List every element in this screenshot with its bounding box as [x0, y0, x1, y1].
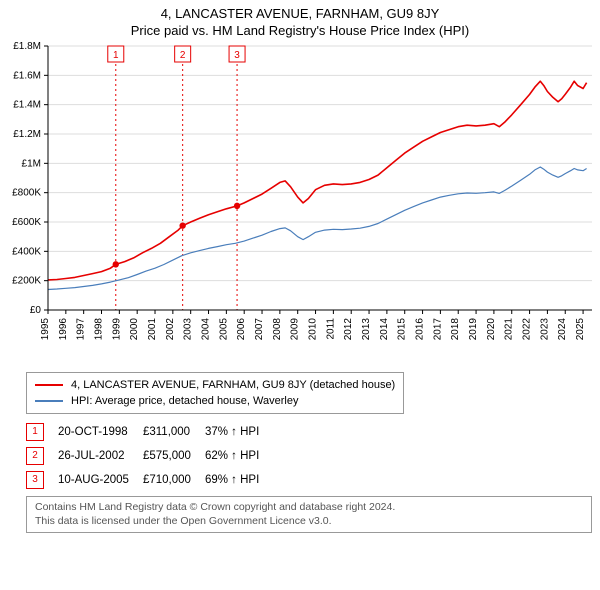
datapoint-price: £575,000	[143, 444, 205, 468]
svg-text:2022: 2022	[522, 318, 533, 341]
svg-text:£1.4M: £1.4M	[13, 100, 41, 111]
legend-swatch	[35, 384, 63, 386]
svg-text:2013: 2013	[361, 318, 372, 341]
legend-swatch	[35, 400, 63, 402]
chart-svg: 1 2 3 £0 £200K £400K £600K £800K £1M £1.2M £1.4M £1…	[0, 38, 600, 368]
svg-text:1: 1	[113, 50, 119, 61]
svg-text:1999: 1999	[111, 318, 122, 341]
legend-item: HPI: Average price, detached house, Wave…	[35, 393, 395, 409]
svg-text:£1.2M: £1.2M	[13, 129, 41, 140]
svg-text:£1.8M: £1.8M	[13, 41, 41, 52]
svg-text:£1M: £1M	[22, 158, 41, 169]
svg-text:2011: 2011	[325, 318, 336, 340]
table-row: 3 10-AUG-2005£710,00069% ↑ HPI	[26, 468, 273, 492]
table-row: 2 26-JUL-2002£575,00062% ↑ HPI	[26, 444, 273, 468]
legend-label: 4, LANCASTER AVENUE, FARNHAM, GU9 8JY (d…	[71, 377, 395, 393]
svg-text:£1.6M: £1.6M	[13, 70, 41, 81]
svg-text:2: 2	[180, 50, 186, 61]
svg-text:1996: 1996	[58, 318, 69, 341]
datapoint-delta: 69% ↑ HPI	[205, 468, 273, 492]
svg-text:2007: 2007	[254, 318, 265, 341]
svg-text:2003: 2003	[183, 318, 194, 341]
license-line2: This data is licensed under the Open Gov…	[35, 515, 583, 529]
svg-text:2018: 2018	[450, 318, 461, 341]
datapoint-price: £710,000	[143, 468, 205, 492]
svg-text:2016: 2016	[415, 318, 426, 341]
svg-text:1998: 1998	[94, 318, 105, 341]
svg-text:2004: 2004	[201, 318, 212, 341]
license-line1: Contains HM Land Registry data © Crown c…	[35, 501, 583, 515]
table-row: 1 20-OCT-1998£311,00037% ↑ HPI	[26, 420, 273, 444]
legend-item: 4, LANCASTER AVENUE, FARNHAM, GU9 8JY (d…	[35, 377, 395, 393]
svg-text:£200K: £200K	[12, 276, 41, 287]
chart: 1 2 3 £0 £200K £400K £600K £800K £1M £1.2M £1.4M £1…	[0, 38, 600, 368]
svg-text:£800K: £800K	[12, 188, 41, 199]
svg-text:2000: 2000	[129, 318, 140, 341]
svg-text:2021: 2021	[504, 318, 515, 341]
license-notice: Contains HM Land Registry data © Crown c…	[26, 496, 592, 533]
datapoint-date: 20-OCT-1998	[58, 420, 143, 444]
datapoint-date: 10-AUG-2005	[58, 468, 143, 492]
svg-text:2014: 2014	[379, 318, 390, 341]
svg-text:£400K: £400K	[12, 246, 41, 257]
svg-text:2019: 2019	[468, 318, 479, 341]
svg-text:2005: 2005	[218, 318, 229, 341]
datapoints-table: 1 20-OCT-1998£311,00037% ↑ HPI 2 26-JUL-200…	[26, 420, 273, 492]
svg-text:2020: 2020	[486, 318, 497, 341]
svg-text:2009: 2009	[290, 318, 301, 341]
datapoint-marker: 3	[26, 471, 44, 489]
datapoint-price: £311,000	[143, 420, 205, 444]
svg-text:2015: 2015	[397, 318, 408, 341]
svg-text:2017: 2017	[432, 318, 443, 341]
svg-text:1997: 1997	[76, 318, 87, 341]
svg-text:2010: 2010	[308, 318, 319, 341]
chart-title: 4, LANCASTER AVENUE, FARNHAM, GU9 8JY	[0, 6, 600, 21]
svg-text:1995: 1995	[40, 318, 51, 341]
svg-text:£0: £0	[30, 305, 42, 316]
datapoint-date: 26-JUL-2002	[58, 444, 143, 468]
svg-text:2006: 2006	[236, 318, 247, 341]
svg-text:2001: 2001	[147, 318, 158, 341]
svg-text:2012: 2012	[343, 318, 354, 341]
svg-text:2008: 2008	[272, 318, 283, 341]
datapoint-delta: 37% ↑ HPI	[205, 420, 273, 444]
svg-text:2002: 2002	[165, 318, 176, 341]
svg-text:2023: 2023	[539, 318, 550, 341]
legend-label: HPI: Average price, detached house, Wave…	[71, 393, 298, 409]
svg-text:3: 3	[234, 50, 240, 61]
datapoint-marker: 2	[26, 447, 44, 465]
chart-subtitle: Price paid vs. HM Land Registry's House …	[0, 23, 600, 38]
svg-text:2024: 2024	[557, 318, 568, 341]
datapoint-delta: 62% ↑ HPI	[205, 444, 273, 468]
legend: 4, LANCASTER AVENUE, FARNHAM, GU9 8JY (d…	[26, 372, 404, 414]
svg-text:2025: 2025	[575, 318, 586, 341]
datapoint-marker: 1	[26, 423, 44, 441]
svg-text:£600K: £600K	[12, 217, 41, 228]
